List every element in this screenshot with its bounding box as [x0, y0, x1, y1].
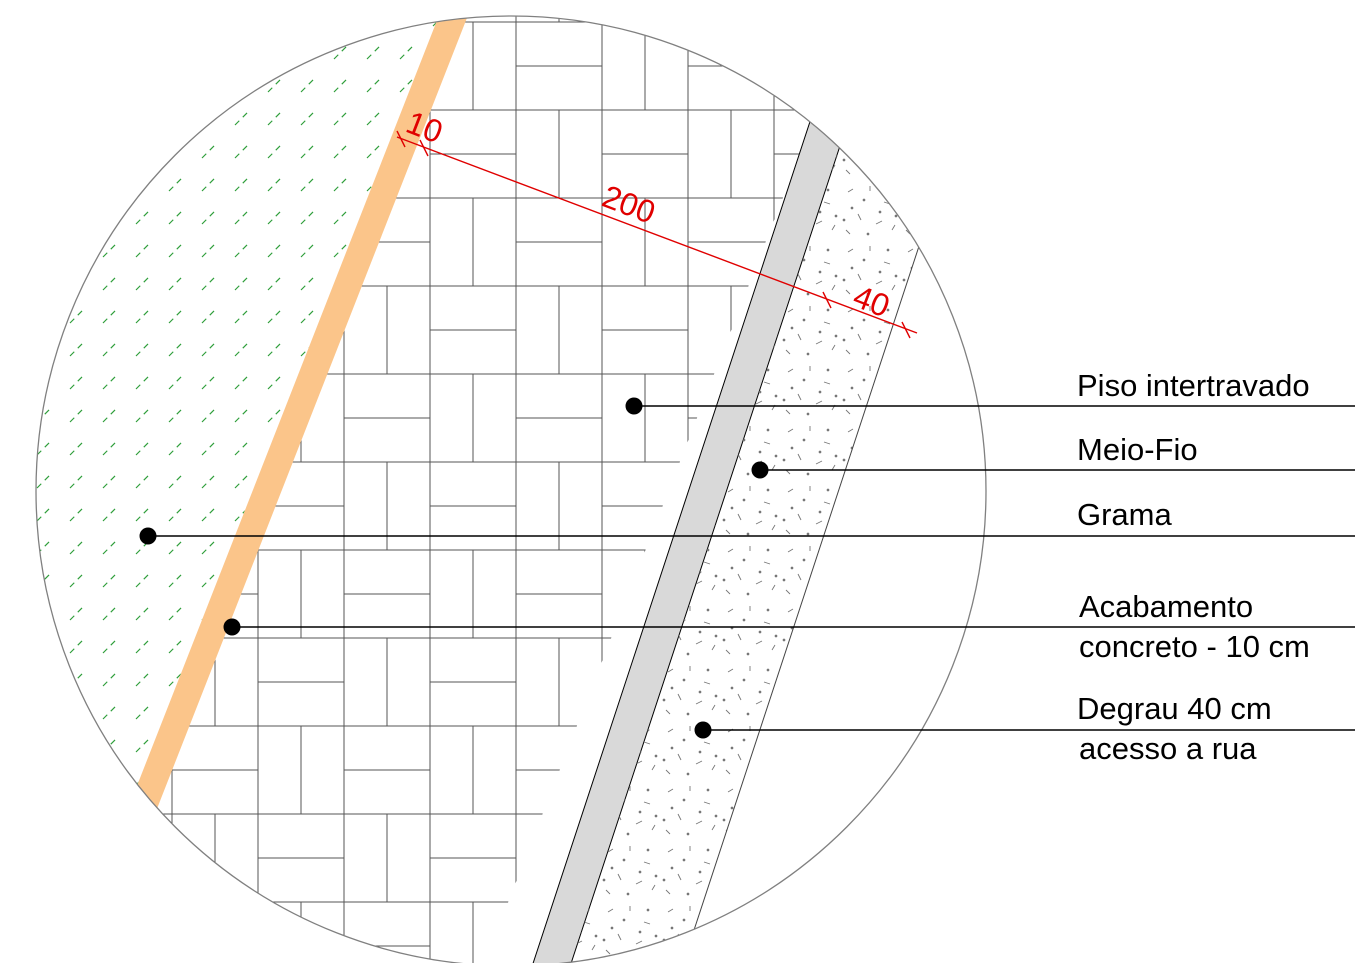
dimension-lines	[396, 130, 918, 339]
label-meio-fio: Meio-Fio	[1077, 432, 1198, 467]
leader-lines	[148, 405, 1355, 731]
dot-degrau	[694, 721, 712, 739]
leader-dots	[139, 397, 769, 739]
detail-circle	[35, 15, 987, 963]
step-area	[559, 16, 986, 963]
label-acabamento-line1: Acabamento	[1079, 589, 1253, 624]
paver-area	[68, 16, 860, 963]
dot-meiofio	[751, 461, 769, 479]
concrete-finish-strip	[53, 16, 474, 963]
label-degrau-line2: acesso a rua	[1079, 731, 1257, 766]
dot-grama	[139, 527, 157, 545]
label-acabamento-line2: concreto - 10 cm	[1079, 629, 1310, 664]
dot-acabamento	[223, 618, 241, 636]
curb	[520, 16, 889, 963]
dot-piso	[625, 397, 643, 415]
label-degrau-line1: Degrau 40 cm	[1077, 691, 1272, 726]
label-piso-intertravado: Piso intertravado	[1077, 368, 1310, 403]
label-grama: Grama	[1077, 497, 1173, 532]
